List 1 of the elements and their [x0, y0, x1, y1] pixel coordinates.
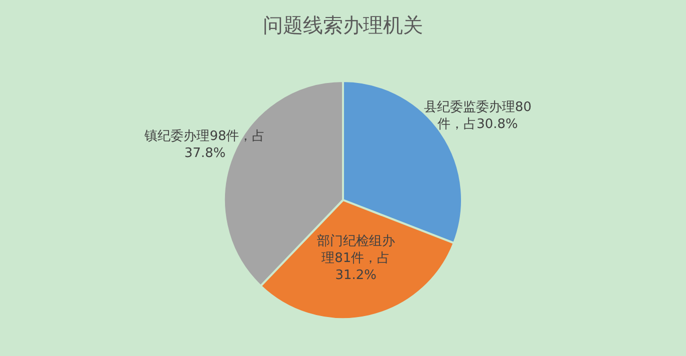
title: 问题线索办理机关 [262, 12, 424, 39]
